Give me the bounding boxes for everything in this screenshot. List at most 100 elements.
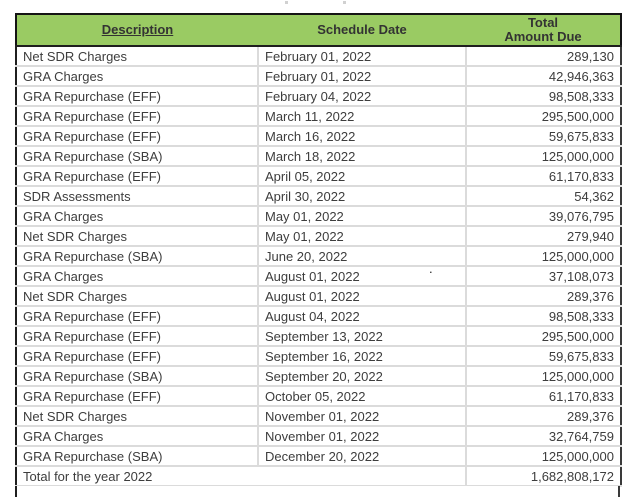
total-label-line1: Total: [527, 15, 559, 30]
description-cell: GRA Repurchase (EFF): [15, 306, 259, 327]
amount-cell: 54,362: [466, 186, 622, 207]
description-cell: GRA Repurchase (EFF): [15, 86, 259, 107]
amount-cell: 42,946,363: [466, 66, 622, 87]
schedule-date-cell: March 16, 2022: [258, 126, 467, 147]
schedule-date-cell: March 18, 2022: [258, 146, 467, 167]
table-row: GRA Repurchase (SBA) December 20, 2022 1…: [15, 446, 622, 467]
description-sort-link[interactable]: Description: [101, 22, 174, 37]
schedule-date-cell: February 01, 2022: [258, 46, 467, 67]
table-row: GRA Repurchase (EFF) March 11, 2022 295,…: [15, 106, 622, 127]
column-header-description[interactable]: Description: [15, 13, 258, 47]
amount-cell: 289,130: [466, 46, 622, 67]
description-cell: SDR Assessments: [15, 186, 259, 207]
amount-cell: 37,108,073: [466, 266, 622, 287]
description-cell: Net SDR Charges: [15, 406, 259, 427]
description-cell: GRA Repurchase (EFF): [15, 166, 259, 187]
table-row: GRA Repurchase (SBA) March 18, 2022 125,…: [15, 146, 622, 167]
amount-cell: 125,000,000: [466, 146, 622, 167]
amount-cell: 295,500,000: [466, 106, 622, 127]
table-row: GRA Charges November 01, 2022 32,764,759: [15, 426, 622, 447]
table-row: GRA Repurchase (EFF) March 16, 2022 59,6…: [15, 126, 622, 147]
description-cell: GRA Repurchase (SBA): [15, 366, 259, 387]
table-row: GRA Repurchase (EFF) February 04, 2022 9…: [15, 86, 622, 107]
description-cell: GRA Repurchase (EFF): [15, 106, 259, 127]
amount-cell: 98,508,333: [466, 86, 622, 107]
amount-cell: 289,376: [466, 406, 622, 427]
amount-cell: 32,764,759: [466, 426, 622, 447]
stray-period-mark: .: [429, 261, 433, 276]
column-header-schedule-date: Schedule Date: [258, 13, 466, 47]
table-frame-continuation: [15, 486, 620, 497]
schedule-date-cell: August 01, 2022: [258, 266, 467, 287]
schedule-date-label: Schedule Date: [317, 22, 407, 37]
schedule-date-cell: September 16, 2022: [258, 346, 467, 367]
amount-cell: 61,170,833: [466, 166, 622, 187]
amount-cell: 59,675,833: [466, 346, 622, 367]
table-row: GRA Charges May 01, 2022 39,076,795: [15, 206, 622, 227]
table-row: GRA Repurchase (SBA) June 20, 2022 125,0…: [15, 246, 622, 267]
amount-cell: 289,376: [466, 286, 622, 307]
amount-cell: 98,508,333: [466, 306, 622, 327]
schedule-date-cell: May 01, 2022: [258, 206, 467, 227]
table-row: SDR Assessments April 30, 2022 54,362: [15, 186, 622, 207]
schedule-date-cell: October 05, 2022: [258, 386, 467, 407]
schedule-date-cell: November 01, 2022: [258, 426, 467, 447]
header-row: Description Schedule Date Total Amount D…: [15, 13, 622, 47]
payment-schedule-table: Description Schedule Date Total Amount D…: [15, 13, 622, 487]
description-cell: Net SDR Charges: [15, 226, 259, 247]
amount-cell: 279,940: [466, 226, 622, 247]
amount-cell: 125,000,000: [466, 366, 622, 387]
description-cell: GRA Repurchase (EFF): [15, 126, 259, 147]
column-header-total-amount-due: Total Amount Due: [466, 13, 622, 47]
table-row: GRA Charges August 01, 2022 37,108,073: [15, 266, 622, 287]
schedule-date-cell: April 05, 2022: [258, 166, 467, 187]
schedule-date-cell: February 01, 2022: [258, 66, 467, 87]
schedule-date-cell: August 01, 2022: [258, 286, 467, 307]
table-row: GRA Charges February 01, 2022 42,946,363: [15, 66, 622, 87]
schedule-date-cell: May 01, 2022: [258, 226, 467, 247]
description-cell: GRA Repurchase (EFF): [15, 346, 259, 367]
table-row: GRA Repurchase (EFF) April 05, 2022 61,1…: [15, 166, 622, 187]
table-body: Net SDR Charges February 01, 2022 289,13…: [15, 46, 622, 487]
table-row: Net SDR Charges November 01, 2022 289,37…: [15, 406, 622, 427]
amount-cell: 125,000,000: [466, 446, 622, 467]
table-header: Description Schedule Date Total Amount D…: [15, 13, 622, 47]
table-row: Net SDR Charges February 01, 2022 289,13…: [15, 46, 622, 67]
schedule-date-cell: September 13, 2022: [258, 326, 467, 347]
amount-cell: 61,170,833: [466, 386, 622, 407]
table-row: GRA Repurchase (EFF) September 16, 2022 …: [15, 346, 622, 367]
amount-cell: 39,076,795: [466, 206, 622, 227]
table-row: GRA Repurchase (EFF) August 04, 2022 98,…: [15, 306, 622, 327]
description-cell: GRA Charges: [15, 266, 259, 287]
description-cell: GRA Charges: [15, 66, 259, 87]
schedule-date-cell: March 11, 2022: [258, 106, 467, 127]
table-row: Net SDR Charges May 01, 2022 279,940: [15, 226, 622, 247]
table-row: GRA Repurchase (EFF) October 05, 2022 61…: [15, 386, 622, 407]
amount-cell: 295,500,000: [466, 326, 622, 347]
schedule-date-cell: August 04, 2022: [258, 306, 467, 327]
schedule-date-cell: September 20, 2022: [258, 366, 467, 387]
schedule-date-cell: December 20, 2022: [258, 446, 467, 467]
table-row: GRA Repurchase (SBA) September 20, 2022 …: [15, 366, 622, 387]
description-cell: GRA Charges: [15, 426, 259, 447]
cutoff-caption-fragment: [343, 1, 346, 4]
cutoff-caption-fragment: [285, 1, 288, 4]
schedule-date-cell: November 01, 2022: [258, 406, 467, 427]
schedule-date-cell: February 04, 2022: [258, 86, 467, 107]
total-row: Total for the year 2022 1,682,808,172: [15, 466, 622, 487]
description-cell: GRA Repurchase (EFF): [15, 386, 259, 407]
total-label-line2: Amount Due: [504, 29, 582, 44]
description-cell: GRA Repurchase (SBA): [15, 446, 259, 467]
schedule-date-cell: April 30, 2022: [258, 186, 467, 207]
total-row-label: Total for the year 2022: [15, 466, 467, 487]
description-cell: GRA Repurchase (SBA): [15, 146, 259, 167]
table-row: Net SDR Charges August 01, 2022 289,376: [15, 286, 622, 307]
description-cell: Net SDR Charges: [15, 286, 259, 307]
description-cell: GRA Repurchase (SBA): [15, 246, 259, 267]
amount-cell: 125,000,000: [466, 246, 622, 267]
schedule-date-cell: June 20, 2022: [258, 246, 467, 267]
description-cell: Net SDR Charges: [15, 46, 259, 67]
table-row: GRA Repurchase (EFF) September 13, 2022 …: [15, 326, 622, 347]
amount-cell: 59,675,833: [466, 126, 622, 147]
